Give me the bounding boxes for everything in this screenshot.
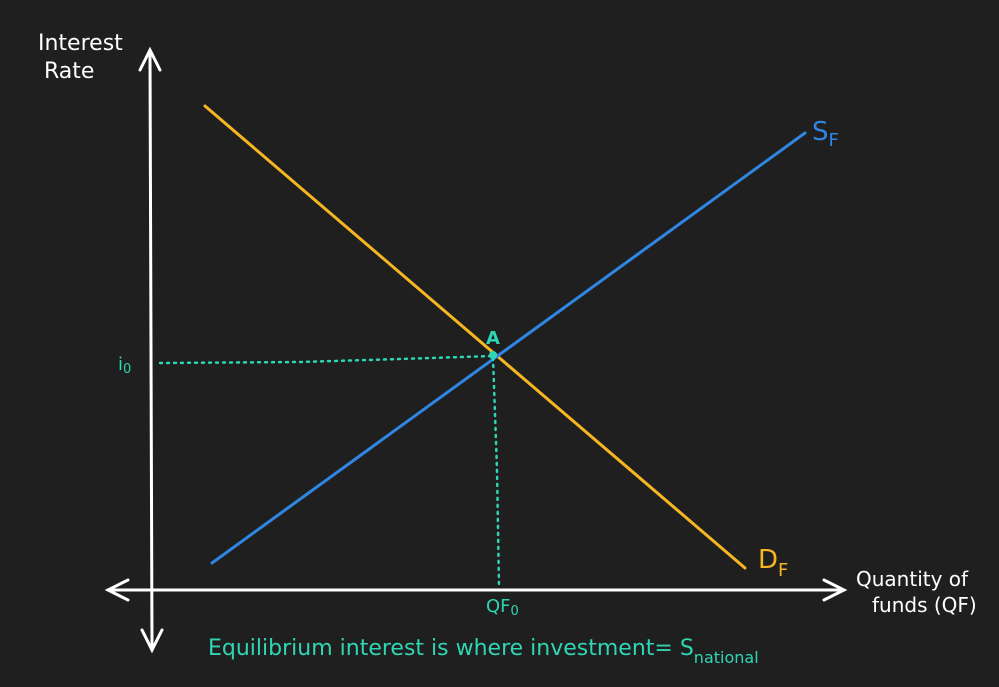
x-axis-right-arrow-icon	[822, 578, 848, 602]
quantity-label-subscript: 0	[511, 604, 519, 619]
caption-subscript: national	[694, 648, 759, 667]
y-axis-label-line1: Interest	[38, 31, 123, 56]
y-axis-down-arrow-icon	[140, 628, 164, 654]
rate-label-subscript: 0	[123, 362, 131, 377]
y-axis-up-arrow-icon	[138, 46, 162, 72]
supply-label-subscript: F	[829, 130, 839, 151]
rate-guide-line	[158, 354, 495, 365]
equilibrium-point	[489, 351, 497, 359]
demand-label-main: D	[758, 545, 778, 575]
supply-curve-label: SF	[812, 117, 839, 151]
quantity-guide-line	[491, 356, 501, 588]
y-axis-label-line2: Rate	[44, 59, 94, 84]
x-axis-left-arrow-icon	[104, 578, 130, 602]
demand-curve-label: DF	[758, 545, 788, 581]
supply-label-main: S	[812, 117, 829, 147]
caption-main: Equilibrium interest is where investment…	[208, 636, 694, 661]
x-axis-label-line2: funds (QF)	[872, 593, 977, 617]
quantity-label: QF0	[486, 596, 519, 619]
quantity-label-main: QF	[486, 596, 511, 617]
y-axis-line	[148, 50, 154, 650]
y-axis	[138, 46, 164, 654]
supply-curve	[210, 131, 807, 565]
rate-label: i0	[118, 354, 131, 377]
demand-curve	[203, 104, 747, 570]
rate-label-main: i	[118, 354, 123, 375]
equilibrium-point-label: A	[486, 328, 500, 349]
x-axis	[104, 578, 848, 602]
caption: Equilibrium interest is where investment…	[208, 636, 759, 667]
demand-label-subscript: F	[778, 560, 788, 581]
x-axis-label-line1: Quantity of	[856, 567, 969, 591]
